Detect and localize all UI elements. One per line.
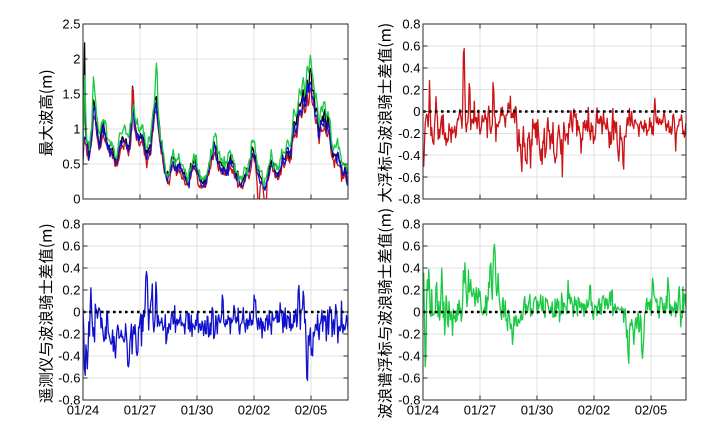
svg-text:01/27: 01/27 [464, 403, 497, 418]
svg-text:-0.8: -0.8 [398, 192, 420, 207]
svg-text:01/27: 01/27 [124, 403, 157, 418]
svg-text:0.6: 0.6 [62, 239, 80, 254]
svg-text:1: 1 [73, 122, 80, 137]
svg-text:0.6: 0.6 [402, 239, 420, 254]
svg-text:02/02: 02/02 [238, 403, 271, 418]
svg-text:-0.8: -0.8 [398, 393, 420, 408]
svg-text:2: 2 [73, 52, 80, 67]
svg-text:0.8: 0.8 [402, 217, 420, 232]
svg-text:0.4: 0.4 [402, 61, 420, 76]
svg-text:0.2: 0.2 [62, 283, 80, 298]
svg-text:1.5: 1.5 [62, 87, 80, 102]
svg-text:0.8: 0.8 [62, 217, 80, 232]
svg-text:0.2: 0.2 [402, 82, 420, 97]
svg-text:-0.4: -0.4 [398, 349, 420, 364]
svg-text:02/05: 02/05 [635, 403, 668, 418]
svg-text:0: 0 [73, 192, 80, 207]
svg-text:0.8: 0.8 [402, 17, 420, 32]
svg-text:-0.6: -0.6 [398, 371, 420, 386]
svg-text:-0.2: -0.2 [398, 126, 420, 141]
svg-text:01/30: 01/30 [521, 403, 554, 418]
svg-text:01/24: 01/24 [407, 403, 440, 418]
svg-text:0: 0 [413, 104, 420, 119]
svg-text:-0.6: -0.6 [58, 371, 80, 386]
svg-text:02/02: 02/02 [578, 403, 611, 418]
svg-text:-0.2: -0.2 [398, 327, 420, 342]
svg-text:0: 0 [73, 305, 80, 320]
svg-text:-0.8: -0.8 [58, 393, 80, 408]
svg-text:0: 0 [413, 305, 420, 320]
svg-text:-0.6: -0.6 [398, 170, 420, 185]
svg-text:01/30: 01/30 [181, 403, 214, 418]
svg-text:0.5: 0.5 [62, 157, 80, 172]
svg-text:0.2: 0.2 [402, 283, 420, 298]
svg-text:2.5: 2.5 [62, 17, 80, 32]
svg-text:0.4: 0.4 [402, 261, 420, 276]
svg-text:-0.4: -0.4 [58, 349, 80, 364]
svg-text:-0.2: -0.2 [58, 327, 80, 342]
svg-text:-0.4: -0.4 [398, 148, 420, 163]
svg-text:02/05: 02/05 [295, 403, 328, 418]
svg-text:01/24: 01/24 [67, 403, 100, 418]
svg-text:0.4: 0.4 [62, 261, 80, 276]
svg-text:0.6: 0.6 [402, 39, 420, 54]
